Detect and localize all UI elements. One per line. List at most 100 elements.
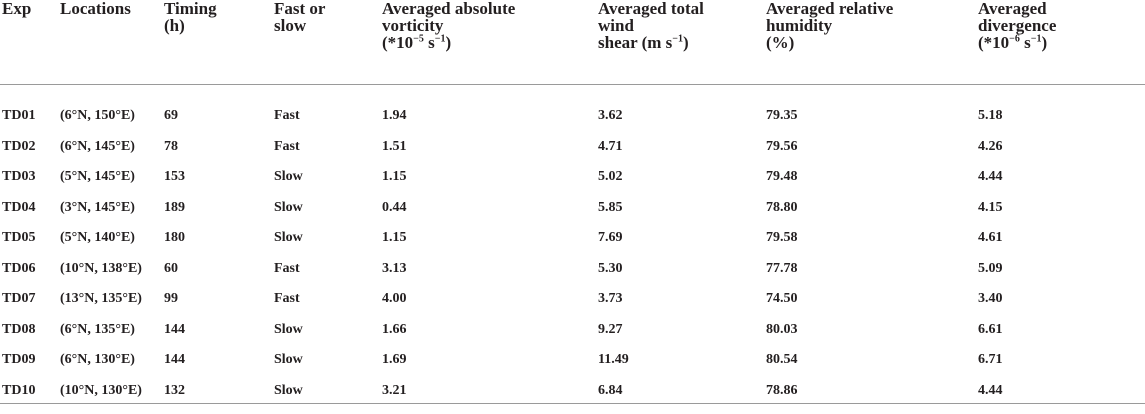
cell-total-wind-shear: 7.69	[598, 223, 766, 254]
cell-total-wind-shear: 5.85	[598, 193, 766, 224]
header-line: Averaged total	[598, 0, 766, 17]
cell-absolute-vorticity: 4.00	[382, 284, 598, 315]
cell-timing: 189	[164, 193, 274, 224]
header-text: )	[1041, 33, 1047, 52]
cell-divergence: 3.40	[978, 284, 1145, 315]
column-header-locations: Locations	[60, 0, 164, 85]
cell-divergence: 5.09	[978, 254, 1145, 285]
cell-relative-humidity: 78.86	[766, 376, 978, 414]
cell-fast-or-slow: Slow	[274, 315, 382, 346]
cell-timing: 78	[164, 132, 274, 163]
header-superscript: −1	[435, 33, 446, 44]
cell-divergence: 4.61	[978, 223, 1145, 254]
header-text: s	[1020, 33, 1031, 52]
cell-exp: TD10	[0, 376, 60, 414]
cell-absolute-vorticity: 1.94	[382, 85, 598, 132]
header-text: (h)	[164, 16, 185, 35]
header-line: (%)	[766, 34, 978, 51]
cell-total-wind-shear: 9.27	[598, 315, 766, 346]
header-text: (%)	[766, 33, 794, 52]
cell-locations: (5°N, 140°E)	[60, 223, 164, 254]
cell-fast-or-slow: Slow	[274, 345, 382, 376]
cell-exp: TD06	[0, 254, 60, 285]
header-line: vorticity	[382, 17, 598, 34]
header-text: (*10	[382, 33, 413, 52]
cell-total-wind-shear: 5.30	[598, 254, 766, 285]
cell-divergence: 4.44	[978, 376, 1145, 414]
cell-divergence: 5.18	[978, 85, 1145, 132]
header-line: (h)	[164, 17, 274, 34]
cell-total-wind-shear: 5.02	[598, 162, 766, 193]
header-line: Fast or	[274, 0, 382, 17]
cell-relative-humidity: 79.35	[766, 85, 978, 132]
cell-exp: TD01	[0, 85, 60, 132]
header-text: )	[683, 33, 689, 52]
cell-absolute-vorticity: 1.69	[382, 345, 598, 376]
cell-locations: (13°N, 135°E)	[60, 284, 164, 315]
cell-fast-or-slow: Fast	[274, 254, 382, 285]
cell-timing: 144	[164, 315, 274, 346]
header-text: Exp	[2, 0, 31, 18]
cell-total-wind-shear: 4.71	[598, 132, 766, 163]
cell-exp: TD02	[0, 132, 60, 163]
cell-locations: (5°N, 145°E)	[60, 162, 164, 193]
cell-relative-humidity: 74.50	[766, 284, 978, 315]
cell-locations: (3°N, 145°E)	[60, 193, 164, 224]
cell-locations: (6°N, 145°E)	[60, 132, 164, 163]
cell-absolute-vorticity: 3.21	[382, 376, 598, 414]
cell-exp: TD04	[0, 193, 60, 224]
cell-exp: TD03	[0, 162, 60, 193]
cell-locations: (10°N, 138°E)	[60, 254, 164, 285]
cell-relative-humidity: 79.56	[766, 132, 978, 163]
cell-fast-or-slow: Fast	[274, 284, 382, 315]
cell-exp: TD05	[0, 223, 60, 254]
cell-locations: (10°N, 130°E)	[60, 376, 164, 414]
cell-fast-or-slow: Slow	[274, 193, 382, 224]
cell-divergence: 4.15	[978, 193, 1145, 224]
cell-fast-or-slow: Slow	[274, 223, 382, 254]
cell-divergence: 4.26	[978, 132, 1145, 163]
header-line: (*10−6 s−1)	[978, 34, 1145, 51]
cell-timing: 153	[164, 162, 274, 193]
cell-timing: 132	[164, 376, 274, 414]
cell-absolute-vorticity: 1.15	[382, 162, 598, 193]
cell-fast-or-slow: Slow	[274, 162, 382, 193]
cell-divergence: 6.61	[978, 315, 1145, 346]
cell-timing: 180	[164, 223, 274, 254]
cell-absolute-vorticity: 1.15	[382, 223, 598, 254]
cell-locations: (6°N, 150°E)	[60, 85, 164, 132]
header-line: shear (m s−1)	[598, 34, 766, 51]
cell-timing: 69	[164, 85, 274, 132]
cell-locations: (6°N, 135°E)	[60, 315, 164, 346]
header-superscript: −6	[1009, 33, 1020, 44]
header-line: Averaged relative	[766, 0, 978, 17]
header-text: s	[424, 33, 435, 52]
cell-total-wind-shear: 3.62	[598, 85, 766, 132]
cell-exp: TD08	[0, 315, 60, 346]
header-line: Timing	[164, 0, 274, 17]
cell-relative-humidity: 80.03	[766, 315, 978, 346]
header-line: wind	[598, 17, 766, 34]
cell-exp: TD07	[0, 284, 60, 315]
cell-timing: 60	[164, 254, 274, 285]
header-text: Locations	[60, 0, 131, 18]
header-text: slow	[274, 16, 306, 35]
cell-absolute-vorticity: 0.44	[382, 193, 598, 224]
cell-absolute-vorticity: 1.66	[382, 315, 598, 346]
header-line: Averaged	[978, 0, 1145, 17]
header-superscript: −1	[672, 33, 683, 44]
cell-absolute-vorticity: 3.13	[382, 254, 598, 285]
cell-total-wind-shear: 3.73	[598, 284, 766, 315]
